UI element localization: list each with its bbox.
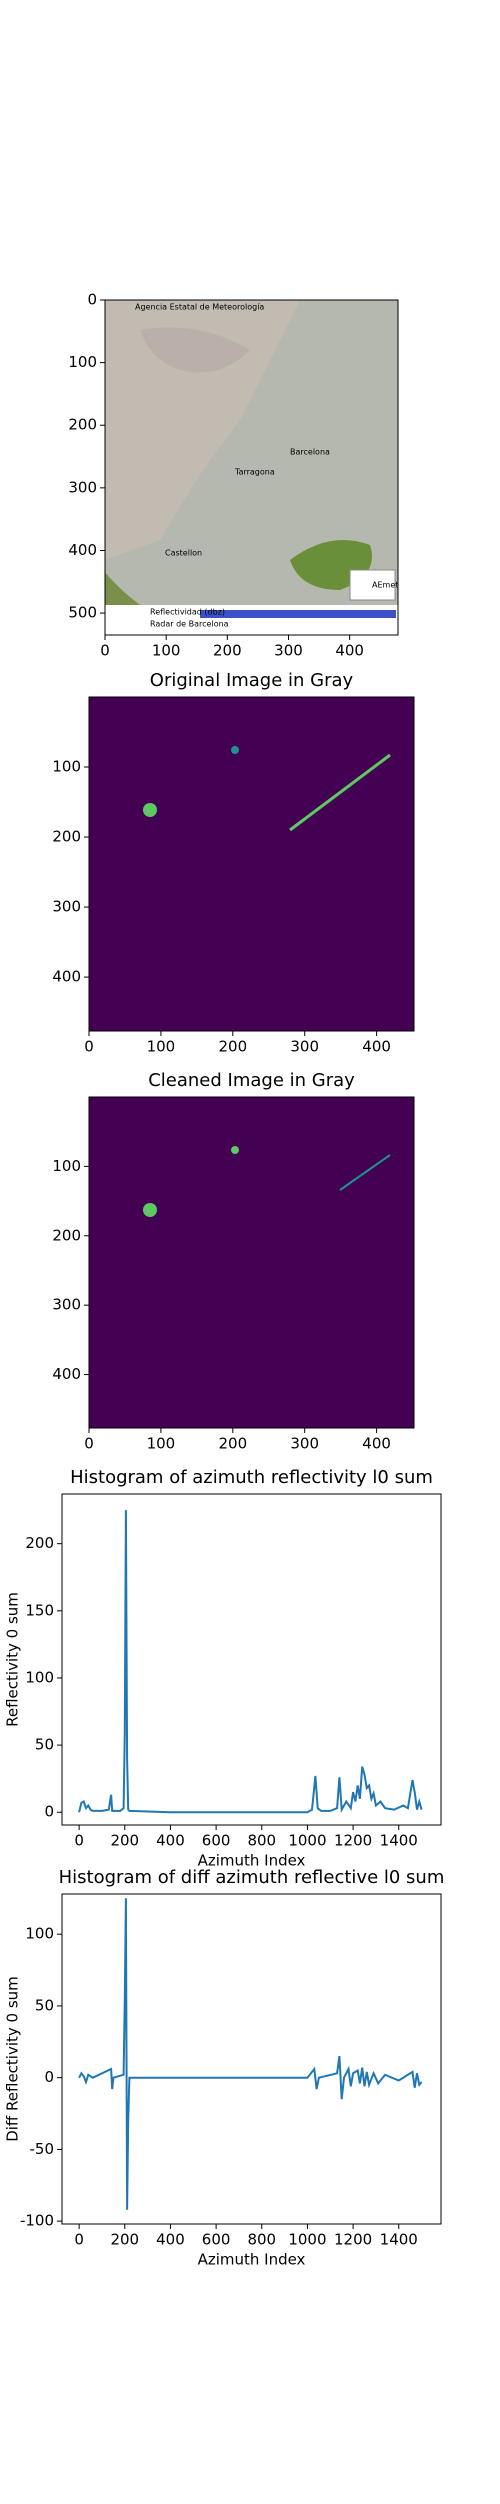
x-tick-label: 100 [147, 1435, 176, 1453]
x-tick-label: 800 [247, 1832, 276, 1850]
y-tick-label: 200 [52, 1226, 81, 1244]
y-tick-label: 0 [44, 2068, 54, 2086]
axes-frame [104, 299, 399, 636]
y-tick-label: 100 [25, 1668, 54, 1686]
chart-title: Original Image in Gray [150, 670, 354, 691]
x-tick-label: 1200 [334, 1832, 372, 1850]
y-tick-label: 100 [68, 353, 97, 371]
y-tick-label: 200 [68, 416, 97, 434]
gray-image [89, 697, 414, 1031]
y-tick-label: 50 [35, 1996, 54, 2014]
x-tick-label: 300 [290, 1435, 319, 1453]
y-tick-label: -100 [20, 2212, 54, 2230]
x-tick-label: 100 [152, 642, 181, 660]
chart-title: Histogram of azimuth reflectivity l0 sum [70, 1467, 433, 1488]
x-axis-label: Azimuth Index [198, 1852, 306, 1870]
x-tick-label: 200 [110, 2231, 139, 2249]
axes-frame [88, 696, 415, 1032]
y-tick-label: 300 [52, 1296, 81, 1314]
y-tick-label: 100 [52, 758, 81, 776]
x-tick-label: 200 [110, 1832, 139, 1850]
cleaned-image [89, 1097, 414, 1428]
axes-frame [61, 1893, 442, 2225]
line [78, 1510, 423, 1814]
x-tick-label: 400 [362, 1038, 391, 1056]
x-tick-label: 300 [274, 642, 303, 660]
y-tick-label: 500 [68, 604, 97, 622]
x-axis-label: Azimuth Index [198, 2251, 306, 2269]
y-tick-label: 0 [87, 291, 97, 309]
x-tick-label: 300 [290, 1038, 319, 1056]
y-tick-label: -50 [30, 2140, 55, 2158]
y-tick-label: 50 [35, 1736, 54, 1754]
map-label: Reflectividad (dbz) [150, 608, 225, 617]
y-axis-label: Reflectivity 0 sum [4, 1592, 22, 1727]
y-axis-label: Diff Reflectivity 0 sum [4, 1976, 22, 2142]
x-tick-label: 0 [100, 642, 110, 660]
x-tick-label: 0 [74, 2231, 84, 2249]
x-tick-label: 0 [84, 1435, 94, 1453]
x-tick-label: 1400 [380, 2231, 418, 2249]
x-tick-label: 0 [74, 1832, 84, 1850]
map-label: Tarragona [234, 468, 275, 477]
map-label: Barcelona [290, 448, 330, 457]
y-tick-label: 200 [25, 1534, 54, 1552]
x-tick-label: 1400 [380, 1832, 418, 1850]
x-tick-label: 200 [213, 642, 242, 660]
y-tick-label: 400 [68, 541, 97, 559]
radar-map [105, 300, 398, 635]
y-tick-label: 150 [25, 1601, 54, 1619]
x-tick-label: 600 [202, 2231, 231, 2249]
x-tick-label: 400 [335, 642, 364, 660]
y-tick-label: 400 [52, 968, 81, 986]
y-tick-label: 400 [52, 1365, 81, 1383]
x-tick-label: 1000 [288, 2231, 326, 2249]
x-tick-label: 1200 [334, 2231, 372, 2249]
map-label: Castellon [165, 549, 202, 558]
x-tick-label: 0 [84, 1038, 94, 1056]
x-tick-label: 800 [247, 2231, 276, 2249]
x-tick-label: 200 [218, 1435, 247, 1453]
chart-title: Cleaned Image in Gray [148, 1070, 355, 1091]
map-label: Radar de Barcelona [150, 620, 229, 629]
y-tick-label: 100 [25, 1925, 54, 1943]
axes-frame [88, 1096, 415, 1429]
y-tick-label: 300 [52, 898, 81, 916]
map-label: AEmet [372, 581, 398, 590]
line [78, 1898, 423, 2210]
y-tick-label: 200 [52, 828, 81, 846]
x-tick-label: 600 [202, 1832, 231, 1850]
x-tick-label: 200 [218, 1038, 247, 1056]
axes-frame [61, 1493, 442, 1826]
x-tick-label: 400 [156, 2231, 185, 2249]
chart-title: Histogram of diff azimuth reflective l0 … [59, 1867, 445, 1888]
map-label: Agencia Estatal de Meteorología [135, 303, 264, 312]
x-tick-label: 400 [362, 1435, 391, 1453]
x-tick-label: 100 [147, 1038, 176, 1056]
y-tick-label: 300 [68, 478, 97, 496]
y-tick-label: 100 [52, 1157, 81, 1175]
y-tick-label: 0 [44, 1803, 54, 1821]
x-tick-label: 400 [156, 1832, 185, 1850]
x-tick-label: 1000 [288, 1832, 326, 1850]
